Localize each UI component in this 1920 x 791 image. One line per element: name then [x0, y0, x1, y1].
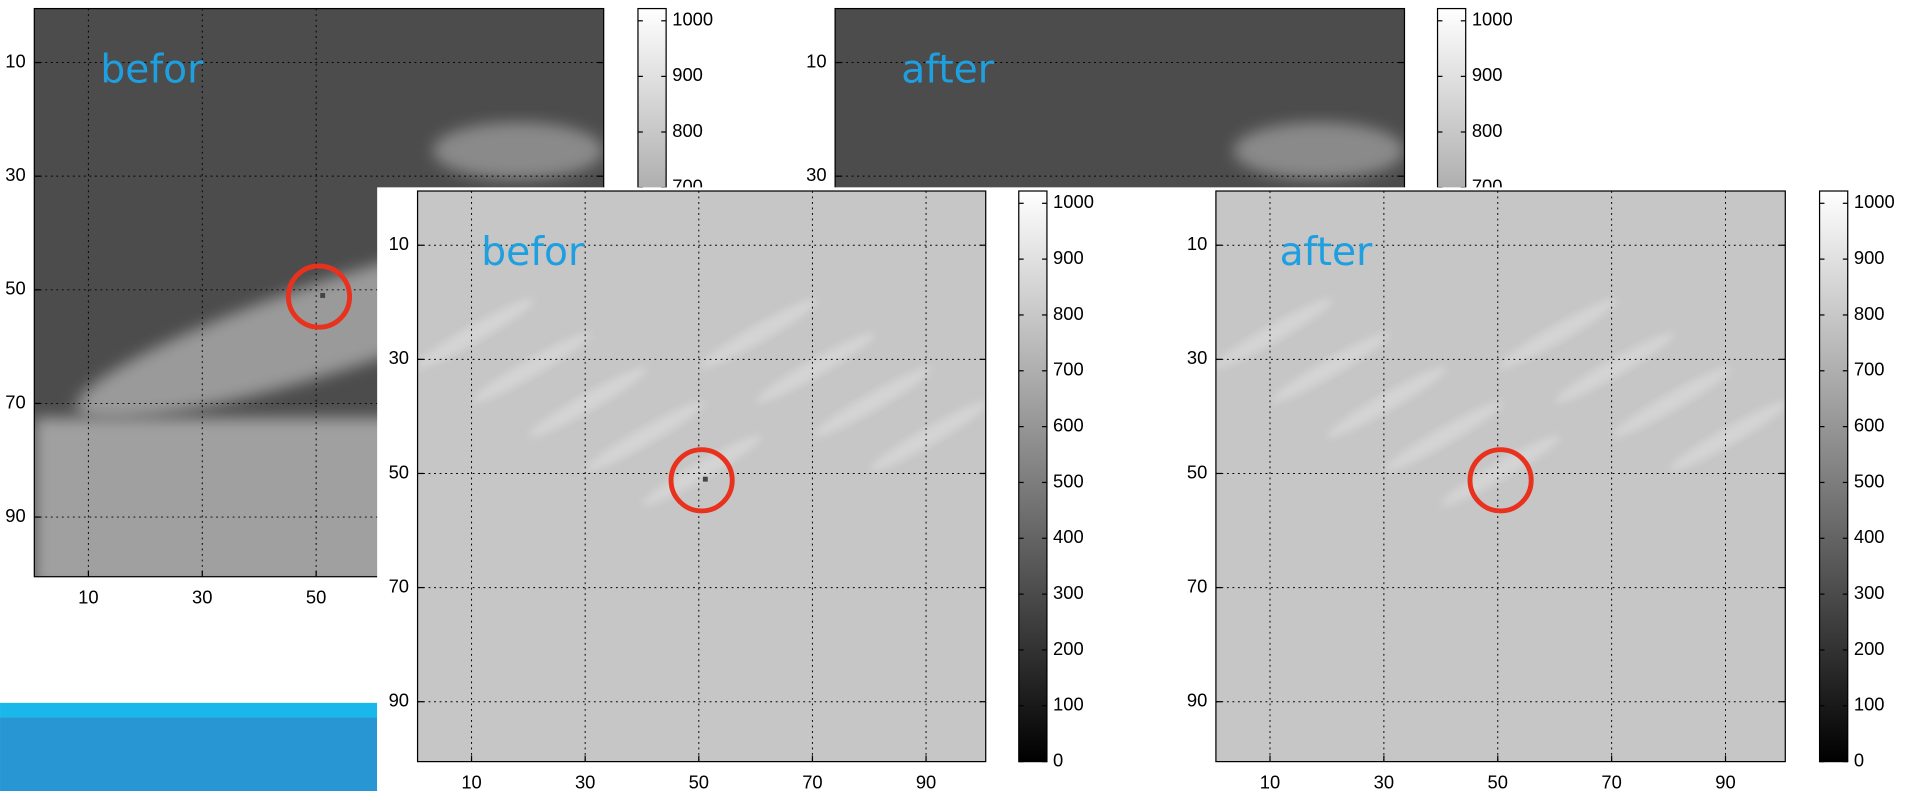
dot — [320, 293, 325, 298]
colorbar-tick-label: 900 — [672, 64, 703, 85]
colorbar-tick-label: 500 — [1053, 470, 1084, 491]
streak — [433, 122, 604, 179]
panel-label: after — [901, 48, 995, 93]
colorbar-tick-label: 300 — [1053, 582, 1084, 603]
y-tick-label: 70 — [389, 575, 409, 596]
x-tick-label: 90 — [916, 771, 936, 791]
colorbar-tick-label: 200 — [1854, 638, 1885, 659]
x-tick-label: 30 — [575, 771, 595, 791]
panel-label: befor — [100, 48, 204, 93]
colorbar-tick-label: 400 — [1053, 526, 1084, 547]
y-tick-label: 90 — [5, 505, 25, 526]
y-tick-label: 10 — [389, 233, 409, 254]
image — [1209, 191, 1791, 762]
panel-label: after — [1280, 230, 1374, 275]
colorbar-tick-label: 0 — [1053, 749, 1063, 770]
colorbar-tick-label: 900 — [1854, 247, 1885, 268]
y-tick-label: 90 — [1187, 690, 1207, 711]
panel-label: befor — [481, 230, 585, 275]
y-tick-label: 10 — [1187, 233, 1207, 254]
y-tick-label: 30 — [1187, 347, 1207, 368]
colorbar — [1019, 191, 1047, 762]
colorbar-tick-label: 600 — [1053, 414, 1084, 435]
colorbar-tick-label: 800 — [672, 120, 703, 141]
colorbar-tick-label: 100 — [1854, 694, 1885, 715]
y-tick-label: 30 — [389, 347, 409, 368]
accent-bar — [0, 703, 377, 718]
y-tick-label: 10 — [806, 50, 826, 71]
dot — [703, 477, 708, 482]
page: 1030507090103050befor10009008007001030af… — [0, 0, 1920, 791]
y-tick-label: 30 — [5, 164, 25, 185]
x-tick-label: 10 — [461, 771, 481, 791]
colorbar-tick-label: 300 — [1854, 582, 1885, 603]
colorbar — [1820, 191, 1848, 762]
x-tick-label: 50 — [306, 587, 326, 608]
x-tick-label: 90 — [1715, 771, 1735, 791]
y-tick-label: 30 — [806, 164, 826, 185]
colorbar-tick-label: 900 — [1053, 247, 1084, 268]
colorbar-tick-label: 400 — [1854, 526, 1885, 547]
x-tick-label: 70 — [1601, 771, 1621, 791]
colorbar-tick-label: 1000 — [1854, 191, 1895, 212]
y-tick-label: 50 — [1187, 461, 1207, 482]
x-tick-label: 10 — [78, 587, 98, 608]
x-tick-label: 70 — [802, 771, 822, 791]
image — [411, 191, 992, 762]
colorbar-tick-label: 500 — [1854, 470, 1885, 491]
x-tick-label: 30 — [1374, 771, 1394, 791]
y-tick-label: 70 — [1187, 575, 1207, 596]
y-tick-label: 70 — [5, 391, 25, 412]
streak — [1234, 122, 1405, 179]
colorbar-tick-label: 100 — [1053, 694, 1084, 715]
colorbar-tick-label: 1000 — [1472, 9, 1513, 30]
x-tick-label: 50 — [1488, 771, 1508, 791]
colorbar-tick-label: 800 — [1053, 303, 1084, 324]
accent-bar — [0, 718, 377, 791]
y-tick-label: 50 — [5, 278, 25, 299]
colorbar-tick-label: 1000 — [1053, 191, 1094, 212]
colorbar-tick-label: 0 — [1854, 749, 1864, 770]
colorbar-tick-label: 1000 — [672, 9, 713, 30]
colorbar-tick-label: 800 — [1854, 303, 1885, 324]
colorbar-tick-label: 800 — [1472, 120, 1503, 141]
x-tick-label: 50 — [689, 771, 709, 791]
colorbar-tick-label: 600 — [1854, 414, 1885, 435]
x-tick-label: 30 — [192, 587, 212, 608]
colorbar-tick-label: 700 — [1854, 359, 1885, 380]
y-tick-label: 50 — [389, 461, 409, 482]
slide: 1030507090103050befor10009008007001030af… — [0, 0, 1920, 791]
colorbar-tick-label: 700 — [1053, 359, 1084, 380]
colorbar-tick-label: 900 — [1472, 64, 1503, 85]
y-tick-label: 10 — [5, 50, 25, 71]
x-tick-label: 10 — [1260, 771, 1280, 791]
colorbar-tick-label: 200 — [1053, 638, 1084, 659]
y-tick-label: 90 — [389, 690, 409, 711]
